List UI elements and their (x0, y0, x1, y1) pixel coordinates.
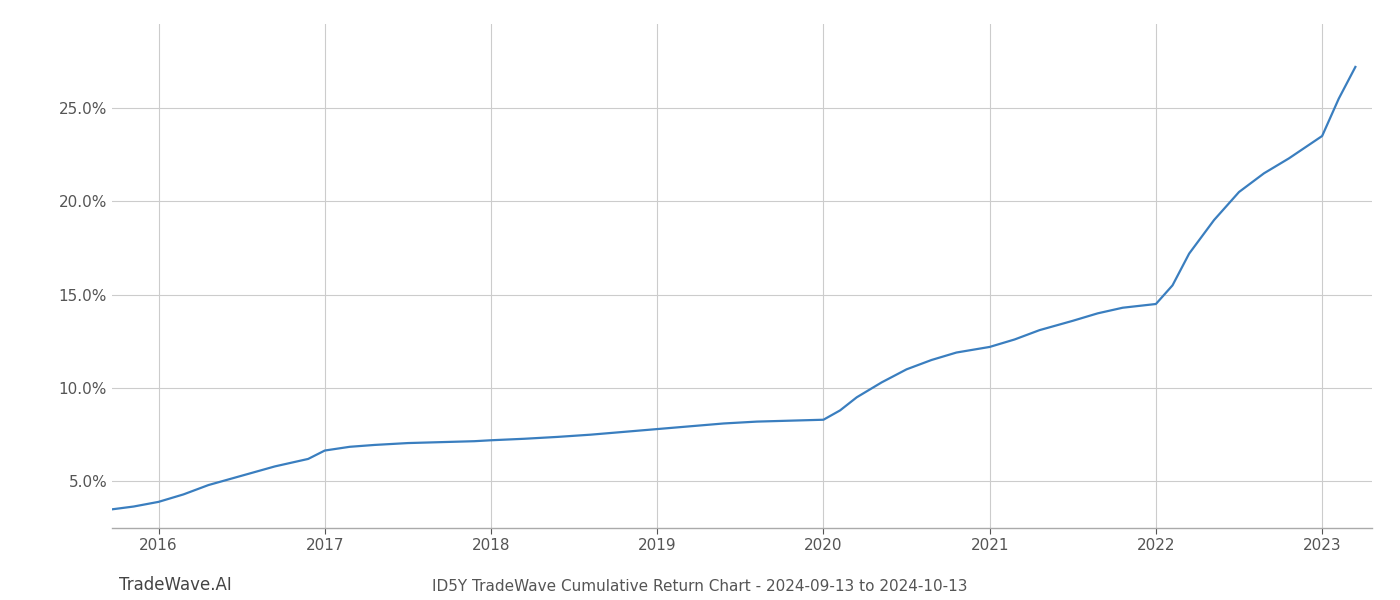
Text: TradeWave.AI: TradeWave.AI (119, 576, 232, 594)
Text: ID5Y TradeWave Cumulative Return Chart - 2024-09-13 to 2024-10-13: ID5Y TradeWave Cumulative Return Chart -… (433, 579, 967, 594)
